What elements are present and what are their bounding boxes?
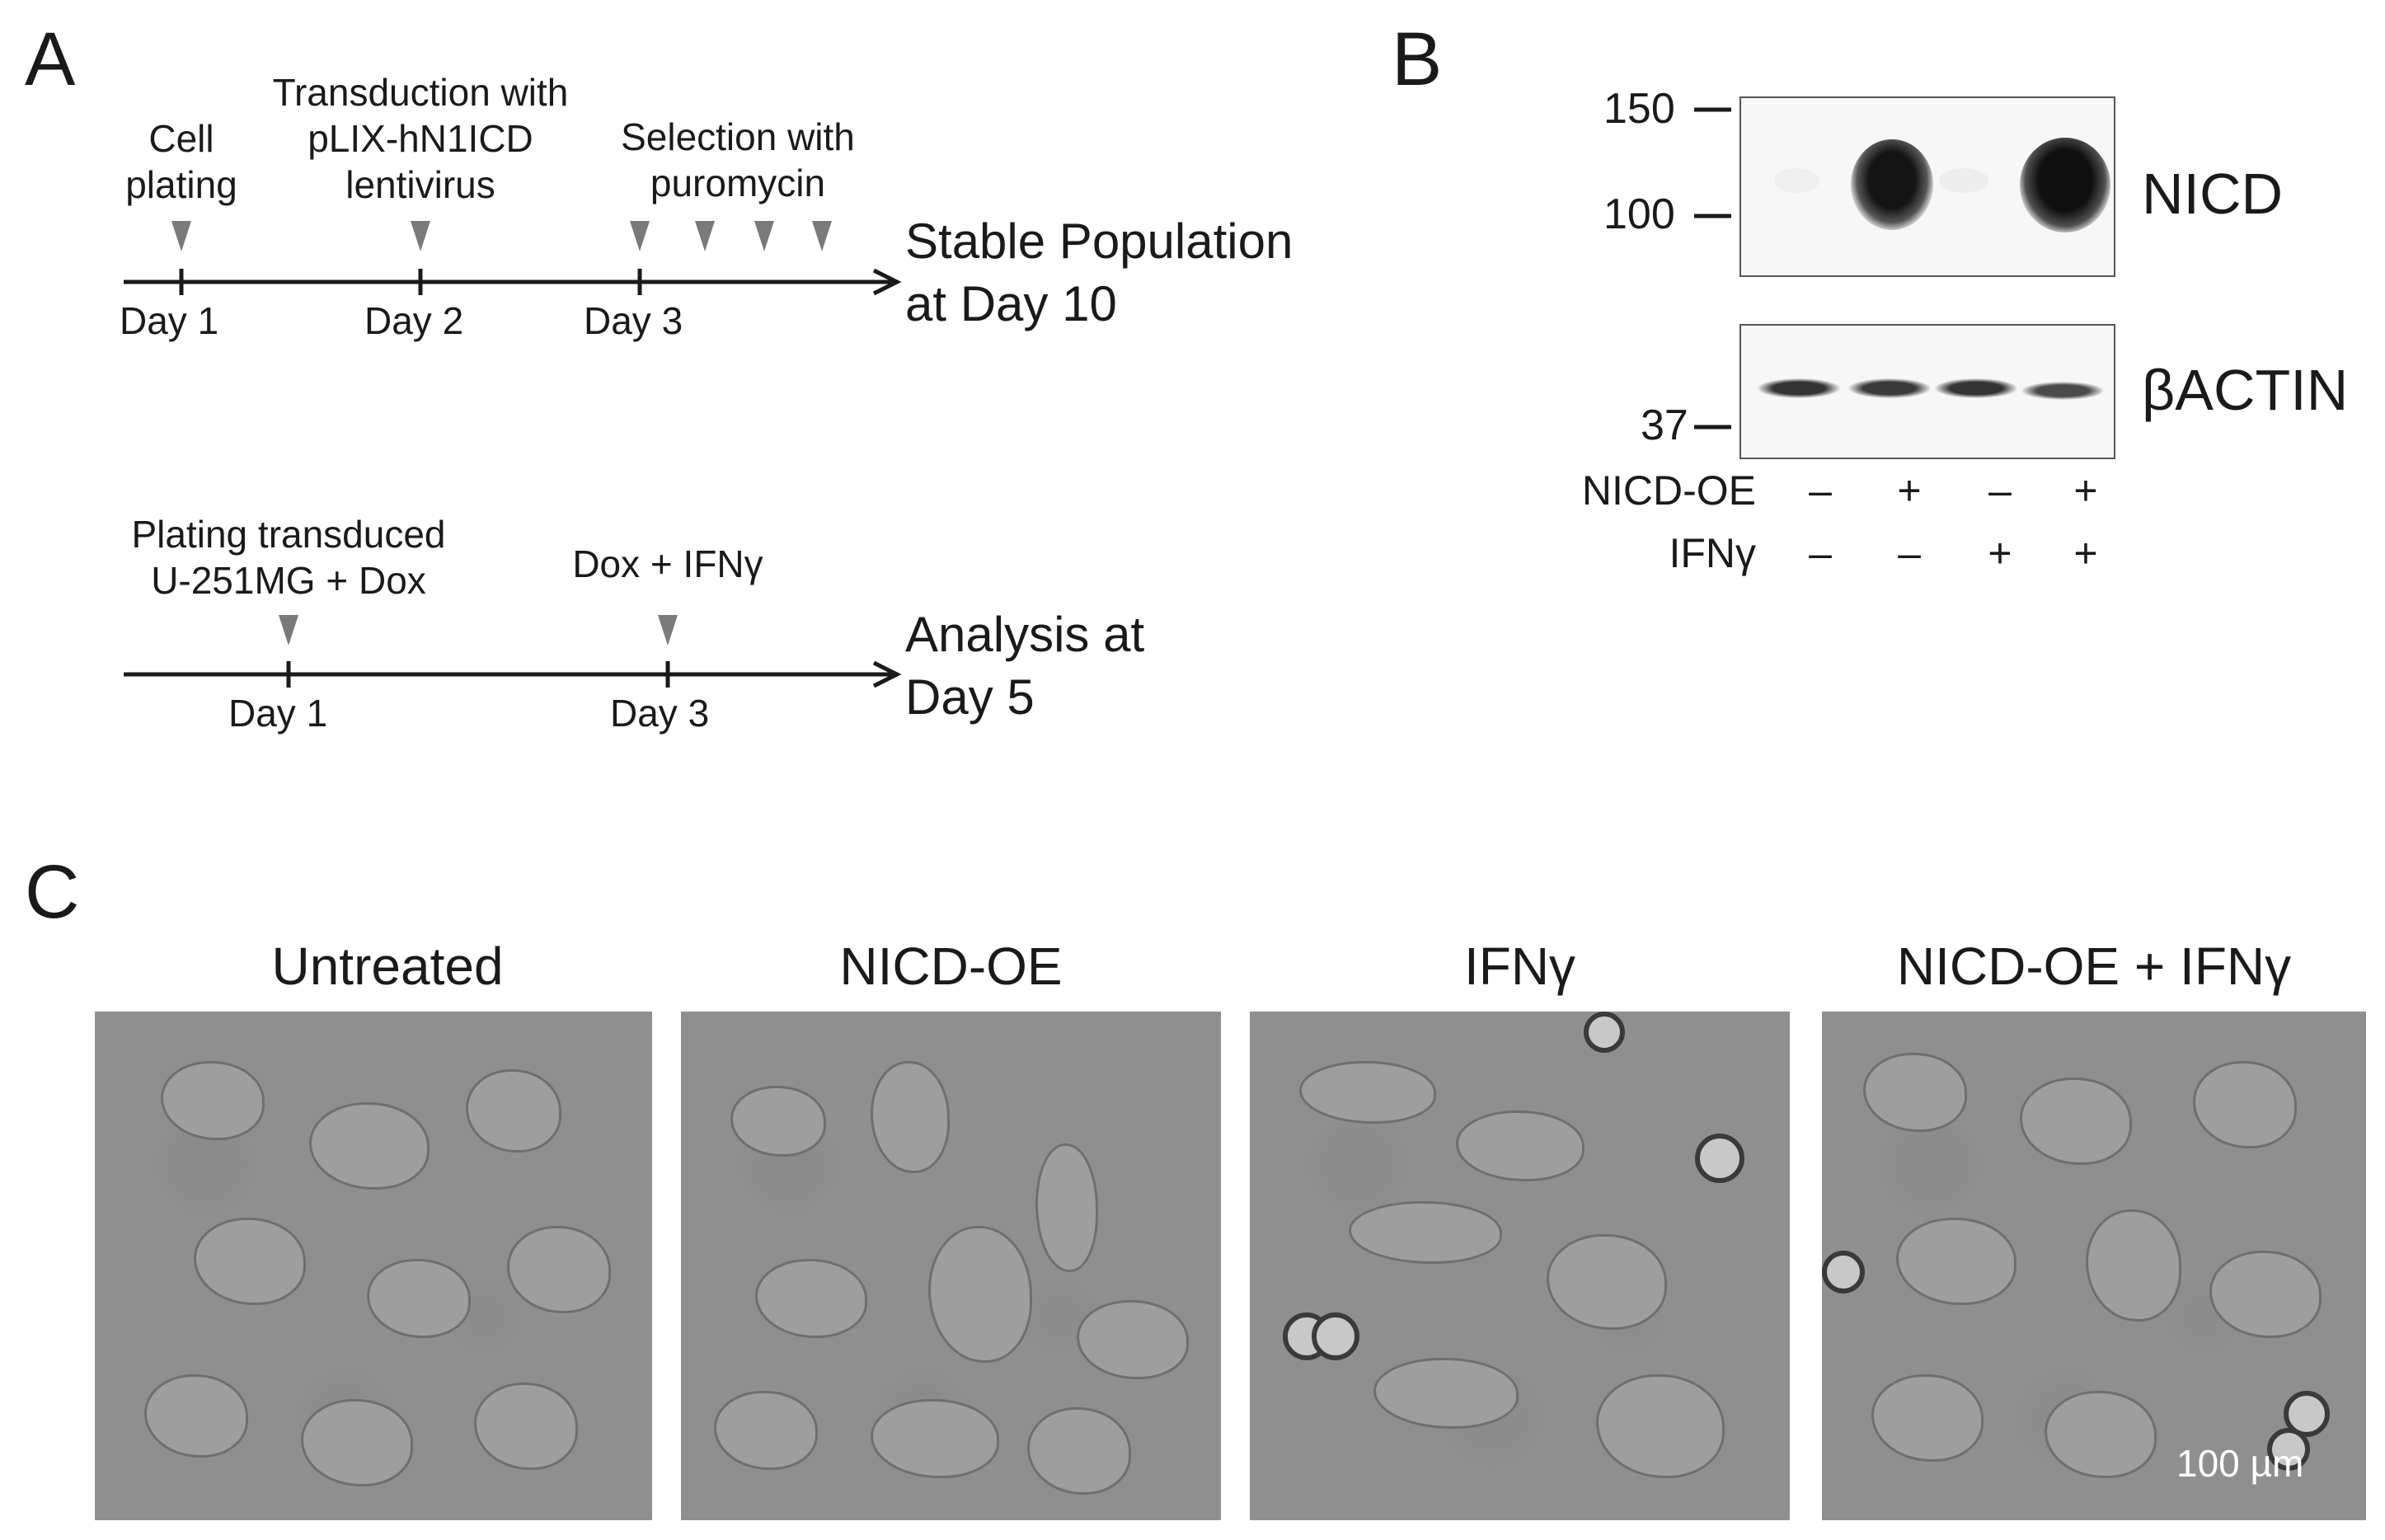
event-marker-icon [658,615,678,646]
timeline1-day-2: Day 2 [364,299,464,342]
protein-label-nicd: NICD [2142,162,2284,226]
event-marker-icon [411,221,430,251]
actin-band-lane-3 [1935,378,2017,398]
timeline2-day-1: Day 1 [228,692,328,735]
panel-label-c: C [25,850,80,934]
protein-label-actin: βACTIN [2142,358,2349,422]
mw-marker-37: 37 [1641,401,1688,449]
nicd-blot [1739,96,2115,277]
timeline2-event-1: Plating transduced U-251MG + Dox [131,513,446,602]
condition-sign: + [1897,467,1922,514]
actin-band-lane-1 [1758,378,1840,398]
micrograph-nicd-oe-ifng [1822,1012,2366,1520]
timeline2-end-label: Analysis at Day 5 [905,607,1145,725]
actin-band-lane-2 [1848,378,1931,398]
micrograph-title-ifng: IFNγ [1463,937,1576,996]
event-marker-icon [812,221,832,251]
micrograph-title-nicd-oe: NICD-OE [839,937,1063,996]
event-marker-icon [754,221,774,251]
nicd-band-lane-2 [1851,139,1933,230]
panel-label-b: B [1392,17,1443,101]
condition-row-nicd-oe: NICD-OE – + – + [1509,467,2102,516]
micrograph-title-untreated: Untreated [271,937,504,996]
timeline2-event-2: Dox + IFNγ [572,542,763,585]
actin-band-lane-4 [2021,382,2104,400]
timeline1-event-1: Cell plating [125,117,237,206]
condition-sign: – [1898,530,1921,576]
actin-blot [1739,324,2115,459]
condition-sign: – [1988,467,2012,514]
condition-label: IFNγ [1669,530,1756,576]
condition-row-ifng: IFNγ – – + + [1509,529,2102,579]
timeline1-end-label: Stable Population at Day 10 [905,214,1293,331]
event-marker-icon [171,221,191,251]
nicd-band-lane-3 [1939,168,1988,193]
event-marker-icon [630,221,650,251]
condition-sign: – [1809,467,1832,514]
condition-sign: + [2073,467,2098,514]
event-marker-icon [279,615,298,646]
scale-bar-label: 100 µm [2176,1442,2304,1485]
condition-label: NICD-OE [1581,467,1756,514]
mw-marker-100: 100 [1603,190,1675,238]
timeline1-event-2: Transduction with pLIX-hN1ICD lentivirus [272,71,569,206]
mw-marker-150: 150 [1603,85,1675,133]
timeline1-day-3: Day 3 [584,299,683,342]
condition-sign: + [1988,530,2012,576]
condition-sign: – [1809,530,1832,576]
timeline1-day-1: Day 1 [120,299,219,342]
panel-label-a: A [25,17,76,101]
nicd-band-lane-4 [2020,138,2110,232]
timeline1-event-3: Selection with puromycin [621,115,855,204]
micrograph-title-combined: NICD-OE + IFNγ [1896,937,2292,996]
micrograph-ifng [1250,1012,1790,1520]
micrograph-untreated [95,1012,652,1520]
event-marker-icon [695,221,715,251]
nicd-band-lane-1 [1774,168,1819,193]
micrograph-nicd-oe [681,1012,1221,1520]
condition-sign: + [2073,530,2098,576]
timeline2-day-2: Day 3 [610,692,710,735]
